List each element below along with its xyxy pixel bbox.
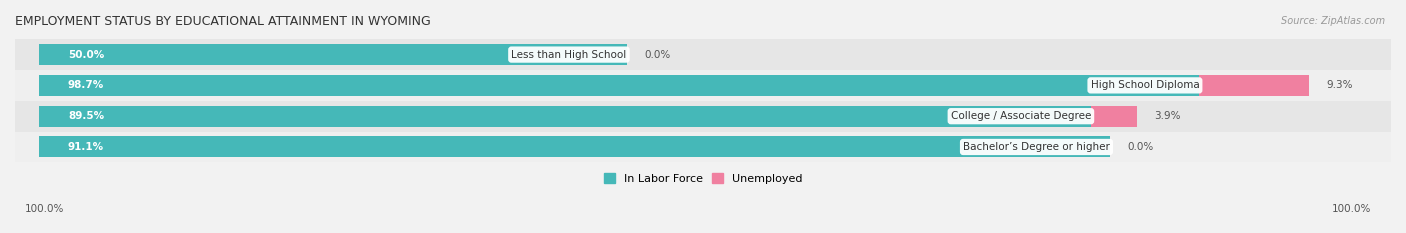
Bar — [1199, 75, 1309, 96]
Bar — [15, 132, 1391, 162]
Text: 9.3%: 9.3% — [1326, 80, 1353, 90]
Text: 100.0%: 100.0% — [1331, 204, 1371, 214]
Text: Source: ZipAtlas.com: Source: ZipAtlas.com — [1281, 16, 1385, 26]
Bar — [1091, 106, 1137, 127]
Bar — [38, 137, 1109, 158]
Text: 100.0%: 100.0% — [25, 204, 65, 214]
Text: 3.9%: 3.9% — [1154, 111, 1181, 121]
Text: EMPLOYMENT STATUS BY EDUCATIONAL ATTAINMENT IN WYOMING: EMPLOYMENT STATUS BY EDUCATIONAL ATTAINM… — [15, 15, 430, 28]
Text: 98.7%: 98.7% — [67, 80, 104, 90]
Text: 0.0%: 0.0% — [644, 50, 671, 60]
Bar — [15, 101, 1391, 132]
Text: Bachelor’s Degree or higher: Bachelor’s Degree or higher — [963, 142, 1109, 152]
Text: College / Associate Degree: College / Associate Degree — [950, 111, 1091, 121]
Bar — [38, 106, 1091, 127]
Bar — [38, 44, 627, 65]
Bar — [38, 75, 1199, 96]
Bar — [15, 70, 1391, 101]
Bar — [15, 39, 1391, 70]
Text: 50.0%: 50.0% — [67, 50, 104, 60]
Legend: In Labor Force, Unemployed: In Labor Force, Unemployed — [599, 169, 807, 188]
Text: 91.1%: 91.1% — [67, 142, 104, 152]
Text: Less than High School: Less than High School — [512, 50, 627, 60]
Text: 0.0%: 0.0% — [1128, 142, 1154, 152]
Text: 89.5%: 89.5% — [67, 111, 104, 121]
Text: High School Diploma: High School Diploma — [1091, 80, 1199, 90]
